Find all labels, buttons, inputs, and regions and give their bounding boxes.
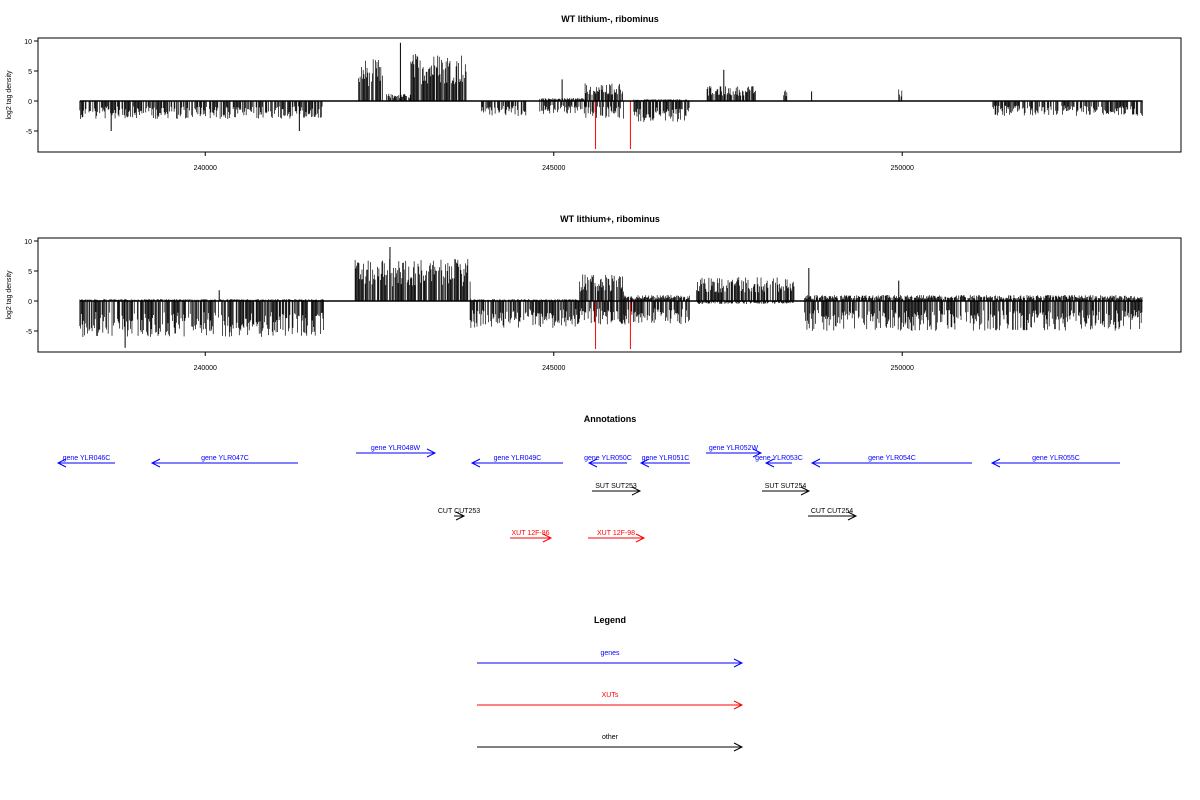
y-axis: -5 0 5 10: [24, 239, 38, 336]
annotation-feature: CUT CUT254: [808, 508, 858, 521]
legend-label: other: [602, 734, 619, 741]
feature-arrow-head: [150, 458, 161, 468]
legend-entry: other: [477, 734, 744, 752]
feature-label: CUT CUT253: [438, 508, 480, 515]
feature-label: CUT CUT254: [811, 508, 853, 515]
feature-arrow-head: [810, 458, 821, 468]
legend-entry: XUTs: [477, 692, 744, 710]
legend-title: Legend: [594, 615, 626, 625]
y-axis-label: log2 tag density: [6, 270, 13, 320]
feature-label: gene YLR054C: [868, 455, 916, 462]
density-bars: [79, 247, 1143, 349]
feature-label: SUT SUT254: [765, 483, 807, 490]
legend-panel: Legend genes XUTs other: [477, 615, 744, 752]
y-tick-label: 0: [28, 299, 32, 306]
x-tick-label: 240000: [194, 165, 217, 172]
feature-arrow-head: [764, 458, 775, 468]
annotation-feature: gene YLR048W: [356, 445, 437, 458]
legend-label: genes: [600, 650, 620, 657]
plot-frame: [37, 37, 1182, 153]
legend-arrow-head: [733, 742, 744, 752]
feature-label: gene YLR053C: [755, 455, 803, 462]
feature-arrow-head: [800, 486, 811, 496]
y-axis: -5 0 5 10: [24, 39, 38, 136]
annotation-feature: gene YLR051C: [639, 455, 690, 468]
feature-arrow-head: [470, 458, 481, 468]
y-tick-label: 0: [28, 99, 32, 106]
legend-entry: genes: [477, 650, 744, 668]
x-tick-label: 250000: [891, 365, 914, 372]
annotation-feature: gene YLR047C: [150, 455, 298, 468]
y-tick-label: 5: [28, 269, 32, 276]
x-axis: 240000 245000 250000: [194, 152, 914, 172]
annotation-feature: XUT 12F-98: [588, 530, 646, 543]
feature-arrow-head: [426, 448, 437, 458]
annotation-feature: gene YLR052W: [706, 445, 763, 458]
track-panel-lithium-plus: WT lithium+, ribominus log2 tag density …: [6, 214, 1182, 372]
x-tick-label: 245000: [542, 365, 565, 372]
legend-arrow-head: [733, 700, 744, 710]
x-tick-label: 240000: [194, 365, 217, 372]
legend-arrow-head: [733, 658, 744, 668]
y-tick-label: 5: [28, 69, 32, 76]
feature-arrow-head: [635, 533, 646, 543]
annotation-feature: gene YLR049C: [470, 455, 563, 468]
feature-label: gene YLR049C: [494, 455, 542, 462]
feature-arrow-head: [56, 458, 67, 468]
panel-title: WT lithium+, ribominus: [560, 214, 660, 224]
feature-label: XUT 12F-86: [512, 530, 550, 537]
track-panel-lithium-minus: WT lithium-, ribominus log2 tag density …: [6, 14, 1182, 172]
feature-arrow-head: [990, 458, 1001, 468]
feature-label: gene YLR051C: [642, 455, 690, 462]
feature-arrow-head: [847, 511, 858, 521]
legend-entries: genes XUTs other: [477, 650, 744, 752]
feature-arrow-head: [752, 448, 763, 458]
annotation-features: gene YLR046C gene YLR047C gene YLR048W gene…: [56, 445, 1120, 543]
annotation-feature: SUT SUT254: [762, 483, 811, 496]
feature-arrow-head: [455, 511, 466, 521]
x-axis: 240000 245000 250000: [194, 352, 914, 372]
annotation-feature: gene YLR054C: [810, 455, 972, 468]
annotation-feature: gene YLR055C: [990, 455, 1120, 468]
annotations-panel: Annotations gene YLR046C gene YLR047Cgene…: [56, 414, 1120, 543]
annotation-feature: gene YLR053C: [755, 455, 803, 468]
legend-label: XUTs: [602, 692, 619, 699]
x-tick-label: 250000: [891, 165, 914, 172]
feature-label: gene YLR046C: [63, 455, 111, 462]
feature-label: XUT 12F-98: [597, 530, 635, 537]
density-bars: [79, 42, 1143, 149]
annotation-feature: CUT CUT253: [438, 508, 480, 521]
annotations-title: Annotations: [584, 414, 637, 424]
y-tick-label: -5: [26, 329, 32, 336]
y-tick-label: 10: [24, 39, 32, 46]
feature-label: gene YLR050C: [584, 455, 632, 462]
y-tick-label: -5: [26, 129, 32, 136]
feature-label: gene YLR048W: [371, 445, 421, 452]
feature-arrow-head: [639, 458, 650, 468]
y-axis-label: log2 tag density: [6, 70, 13, 120]
feature-label: gene YLR047C: [201, 455, 249, 462]
feature-arrow-head: [631, 486, 642, 496]
feature-label: gene YLR052W: [709, 445, 759, 452]
feature-arrow-head: [542, 533, 553, 543]
panel-title: WT lithium-, ribominus: [561, 14, 659, 24]
annotation-feature: SUT SUT253: [592, 483, 642, 496]
feature-label: gene YLR055C: [1032, 455, 1080, 462]
y-tick-label: 10: [24, 239, 32, 246]
plot-frame: [37, 237, 1182, 353]
feature-arrow-head: [587, 458, 598, 468]
x-tick-label: 245000: [542, 165, 565, 172]
annotation-feature: gene YLR046C: [56, 455, 115, 468]
feature-label: SUT SUT253: [595, 483, 637, 490]
annotation-feature: XUT 12F-86: [510, 530, 553, 543]
annotation-feature: gene YLR050C: [584, 455, 632, 468]
